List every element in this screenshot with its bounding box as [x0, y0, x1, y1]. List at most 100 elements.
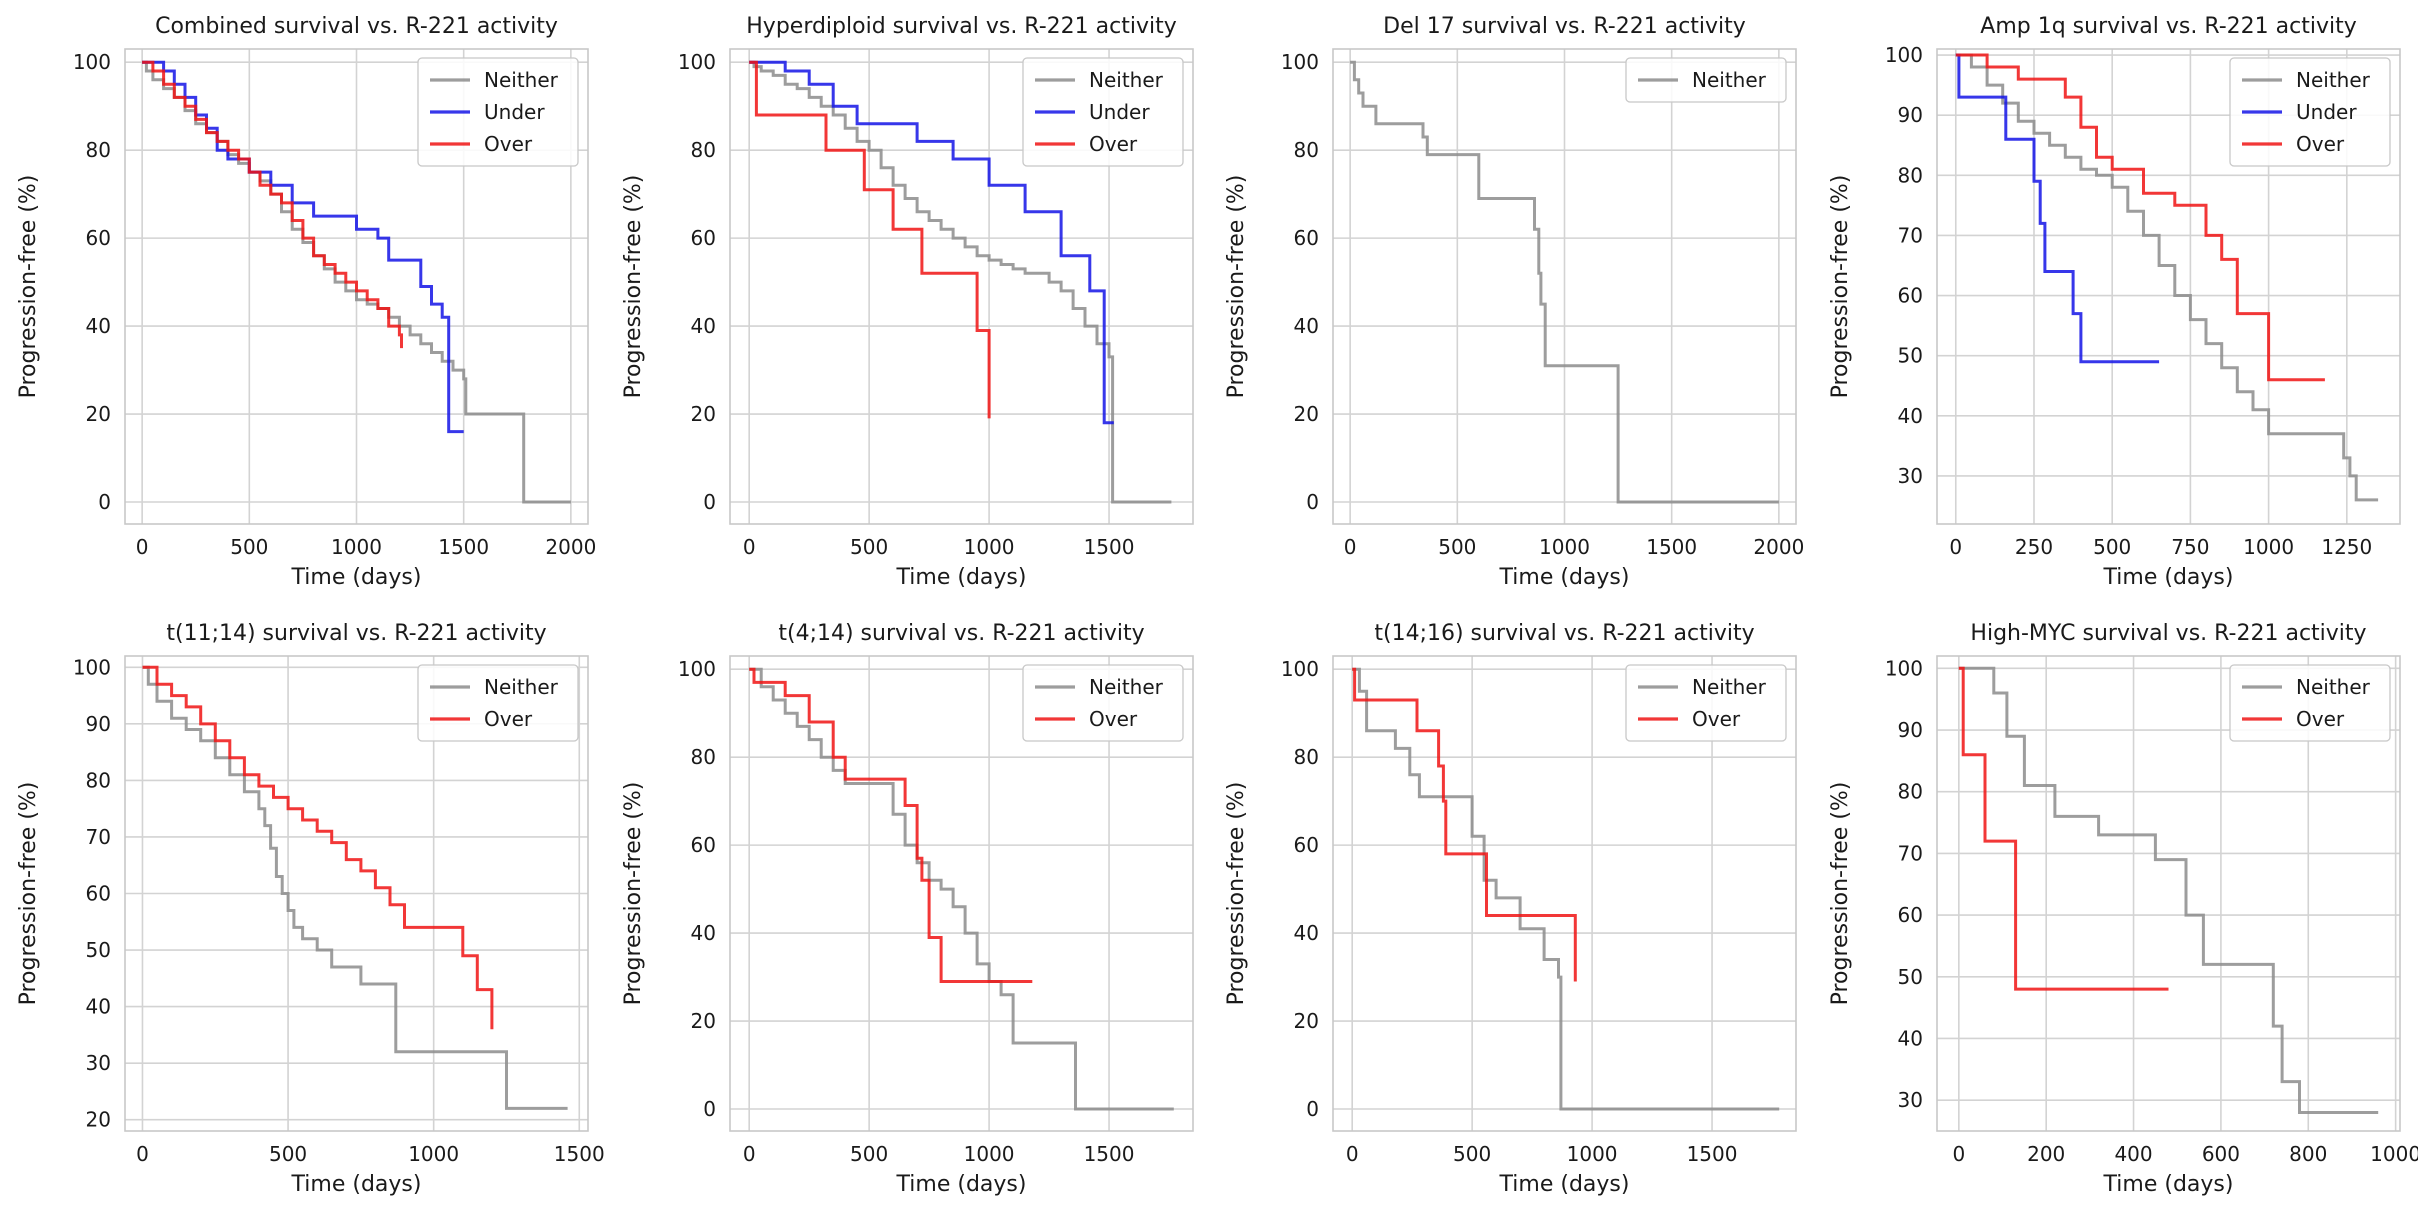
x-tick-label: 500: [230, 535, 268, 559]
x-tick-label: 0: [1344, 535, 1357, 559]
plot-frame: [729, 48, 1194, 525]
legend-label: Neither: [2296, 68, 2371, 92]
y-tick-label: 90: [86, 712, 111, 736]
legend-label: Over: [1089, 132, 1138, 156]
x-tick-label: 200: [2027, 1142, 2065, 1166]
grid-lines: [1333, 49, 1796, 524]
x-tick-label: 0: [136, 535, 149, 559]
x-tick-label: 2000: [1753, 535, 1804, 559]
legend-label: Neither: [1692, 68, 1767, 92]
y-tick-label: 90: [1898, 718, 1923, 742]
y-tick-label: 100: [1281, 50, 1319, 74]
y-tick-label: 80: [691, 745, 716, 769]
y-tick-label: 80: [1294, 138, 1319, 162]
legend-label: Under: [2296, 100, 2357, 124]
y-tick-label: 100: [73, 655, 111, 679]
x-tick-label: 1000: [964, 1142, 1015, 1166]
chart-panel: 0 500 1000 1500 0 20 40 60 80 100 t(14;16) surviva…: [1224, 621, 1797, 1197]
y-tick-label: 80: [691, 138, 716, 162]
y-tick-label: 100: [678, 657, 716, 681]
series-line-over: [142, 60, 403, 349]
legend: Neither Under Over: [1022, 57, 1184, 167]
x-tick-label: 1000: [331, 535, 382, 559]
y-tick-label: 60: [691, 833, 716, 857]
legend-box: [1625, 57, 1787, 103]
series-line-neither: [749, 60, 1172, 504]
y-tick-label: 80: [86, 768, 111, 792]
legend: Neither Over: [1625, 664, 1787, 742]
legend-box: [1625, 664, 1787, 742]
legend-label: Over: [2296, 132, 2345, 156]
legend-box: [2229, 57, 2391, 167]
x-tick-label: 250: [2015, 535, 2053, 559]
y-tick-label: 100: [1885, 656, 1923, 680]
y-axis-label: Progression-free (%): [16, 175, 41, 399]
chart-panel: 0 500 1000 1500 20 30 40 50 60 70 80 90 100 t(11;14) …: [16, 621, 605, 1197]
y-tick-label: 20: [1294, 402, 1319, 426]
x-tick-label: 750: [2171, 535, 2209, 559]
y-tick-label: 60: [86, 882, 111, 906]
y-tick-label: 0: [703, 1097, 716, 1121]
x-axis-label: Time (days): [1499, 1172, 1630, 1197]
series-line-over: [142, 665, 494, 1030]
plot-frame: [729, 655, 1194, 1132]
x-tick-label: 1000: [1567, 1142, 1618, 1166]
chart-panel: 0 250 500 750 1000 1250 30 40 50 60 70 80 90 100 Amp 1…: [1828, 14, 2401, 590]
chart-title: High-MYC survival vs. R-221 activity: [1970, 621, 2366, 646]
chart-title: t(14;16) survival vs. R-221 activity: [1374, 621, 1754, 646]
x-tick-label: 1000: [2243, 535, 2294, 559]
x-tick-label: 800: [2289, 1142, 2327, 1166]
legend-label: Neither: [2296, 675, 2371, 699]
legend-label: Over: [484, 132, 533, 156]
y-tick-label: 70: [1898, 223, 1923, 247]
plot-frame: [1332, 655, 1797, 1132]
y-tick-label: 90: [1898, 103, 1923, 127]
x-tick-label: 1500: [1084, 535, 1135, 559]
y-axis-label: Progression-free (%): [16, 782, 41, 1006]
chart-panel: 0 500 1000 1500 0 20 40 60 80 100 Hyperdiploid sur…: [621, 14, 1194, 590]
grid-lines: [730, 656, 1193, 1131]
y-tick-label: 0: [1306, 490, 1319, 514]
y-axis-label: Progression-free (%): [621, 175, 646, 399]
legend-label: Neither: [1089, 68, 1164, 92]
plot-frame: [124, 48, 589, 525]
x-axis-label: Time (days): [291, 1172, 422, 1197]
x-tick-label: 1000: [408, 1142, 459, 1166]
y-tick-label: 40: [1898, 1026, 1923, 1050]
y-tick-label: 50: [1898, 344, 1923, 368]
x-tick-label: 500: [1438, 535, 1476, 559]
y-tick-label: 100: [1885, 43, 1923, 67]
legend-label: Neither: [484, 68, 559, 92]
x-tick-label: 500: [850, 1142, 888, 1166]
y-tick-label: 40: [86, 314, 111, 338]
y-tick-label: 50: [86, 938, 111, 962]
y-tick-label: 70: [1898, 841, 1923, 865]
y-tick-label: 20: [691, 1009, 716, 1033]
series-line-neither: [1350, 60, 1779, 504]
y-tick-label: 30: [1898, 464, 1923, 488]
grid-lines: [730, 49, 1193, 524]
x-axis-label: Time (days): [896, 1172, 1027, 1197]
chart-panel: 0 500 1000 1500 2000 0 20 40 60 80 100 Combined sur…: [16, 14, 596, 590]
y-tick-label: 40: [691, 314, 716, 338]
y-tick-label: 60: [1294, 833, 1319, 857]
x-tick-label: 0: [1346, 1142, 1359, 1166]
y-tick-label: 30: [1898, 1088, 1923, 1112]
x-tick-label: 500: [850, 535, 888, 559]
x-tick-label: 400: [2114, 1142, 2152, 1166]
series-line-neither: [1958, 666, 2379, 1114]
chart-panel: 0 200 400 600 800 1000 30 40 50 60 70 80 90 100 High-M…: [1828, 621, 2418, 1197]
y-tick-label: 80: [1294, 745, 1319, 769]
x-tick-label: 0: [1952, 1142, 1965, 1166]
legend-box: [417, 57, 579, 167]
series-line-under: [749, 60, 1114, 425]
x-tick-label: 1500: [1084, 1142, 1135, 1166]
legend-label: Neither: [484, 675, 559, 699]
legend-box: [1022, 57, 1184, 167]
y-tick-label: 40: [691, 921, 716, 945]
chart-title: Amp 1q survival vs. R-221 activity: [1980, 14, 2356, 39]
y-tick-label: 60: [691, 226, 716, 250]
x-tick-label: 1500: [1687, 1142, 1738, 1166]
series-line-under: [1955, 53, 2160, 364]
